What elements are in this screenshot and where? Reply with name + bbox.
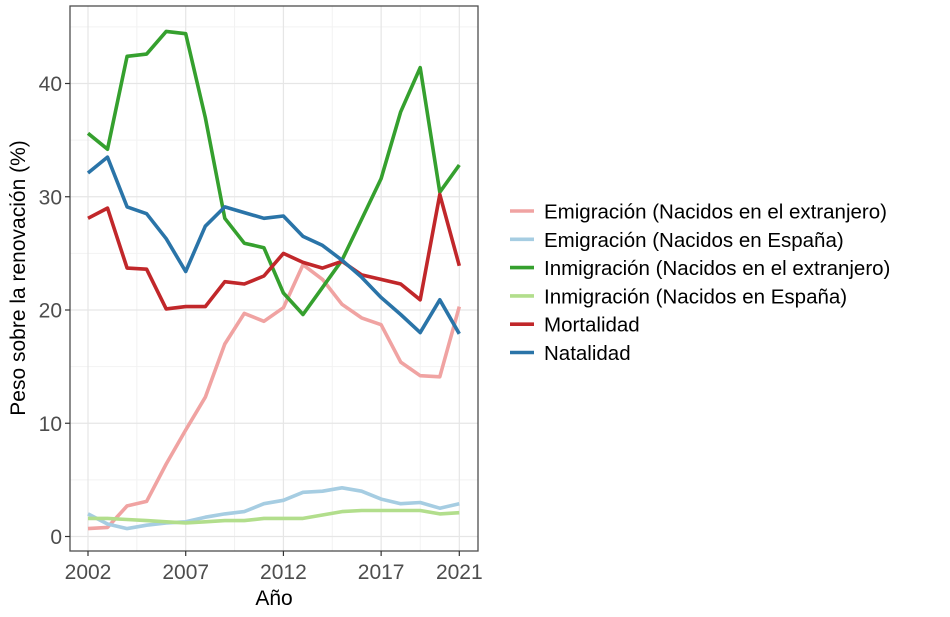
series-line-5 [86,155,461,335]
legend-label: Inmigración (Nacidos en España) [544,285,847,308]
y-tick-label: 30 [39,186,62,209]
y-tick-label: 10 [39,413,62,436]
x-tick-label: 2021 [436,561,483,584]
legend-label: Natalidad [544,342,631,365]
series-line-1 [87,485,460,531]
x-tick-label: 2012 [260,561,307,584]
legend-item: Mortalidad [510,314,640,337]
series-line-2 [86,29,461,317]
legend: Emigración (Nacidos en el extranjero) Emi… [510,201,890,365]
legend-item: Emigración (Nacidos en España) [510,229,844,252]
legend-item: Emigración (Nacidos en el extranjero) [510,201,887,224]
y-tick-label: 20 [39,300,62,323]
series-line-3 [88,508,460,525]
legend-item: Inmigración (Nacidos en España) [510,285,847,308]
legend-label: Emigración (Nacidos en el extranjero) [544,201,887,224]
x-axis-title: Año [255,587,292,610]
y-axis-title: Peso sobre la renovación (%) [7,140,30,415]
legend-item: Inmigración (Nacidos en el extranjero) [510,257,890,280]
plot-border [69,5,479,552]
plot-panel [70,6,478,551]
legend-label: Emigración (Nacidos en España) [544,229,844,252]
x-tick-label: 2002 [65,561,112,584]
series-line-4 [87,192,462,311]
panel-border-rect [69,5,479,552]
y-tick-label: 40 [39,73,62,96]
panel-background [70,6,478,551]
legend-label: Inmigración (Nacidos en el extranjero) [544,257,890,280]
x-tick-label: 2007 [162,561,209,584]
x-tick-label: 2017 [358,561,405,584]
y-tick-label: 0 [50,526,62,549]
legend-item: Natalidad [510,342,631,365]
series-lines [86,29,462,531]
y-axis: 0 10 20 30 40 [39,73,70,549]
legend-label: Mortalidad [544,314,640,337]
series-line-0 [87,262,462,531]
x-axis: 2002 2007 2012 2017 2021 [65,551,483,584]
minor-gridlines [70,6,478,551]
